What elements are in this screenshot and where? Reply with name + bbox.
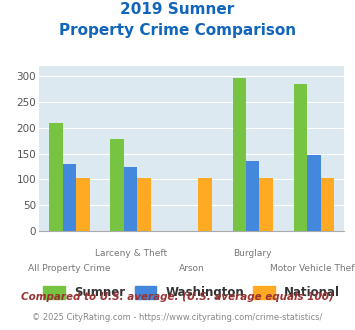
Text: Arson: Arson xyxy=(179,264,204,273)
Bar xyxy=(233,78,246,231)
Text: Compared to U.S. average. (U.S. average equals 100): Compared to U.S. average. (U.S. average … xyxy=(21,292,334,302)
Bar xyxy=(294,83,307,231)
Legend: Sumner, Washington, National: Sumner, Washington, National xyxy=(43,286,340,299)
Bar xyxy=(260,179,273,231)
Text: Larceny & Theft: Larceny & Theft xyxy=(94,249,167,258)
Bar xyxy=(198,179,212,231)
Bar xyxy=(246,161,260,231)
Bar xyxy=(307,155,321,231)
Text: Burglary: Burglary xyxy=(234,249,272,258)
Bar xyxy=(110,139,124,231)
Text: 2019 Sumner: 2019 Sumner xyxy=(120,2,235,16)
Bar xyxy=(137,179,151,231)
Text: © 2025 CityRating.com - https://www.cityrating.com/crime-statistics/: © 2025 CityRating.com - https://www.city… xyxy=(32,314,323,322)
Text: Property Crime Comparison: Property Crime Comparison xyxy=(59,23,296,38)
Bar xyxy=(49,123,63,231)
Text: Motor Vehicle Theft: Motor Vehicle Theft xyxy=(270,264,355,273)
Bar xyxy=(124,167,137,231)
Bar xyxy=(76,179,90,231)
Bar xyxy=(321,179,334,231)
Text: All Property Crime: All Property Crime xyxy=(28,264,111,273)
Bar xyxy=(63,164,76,231)
